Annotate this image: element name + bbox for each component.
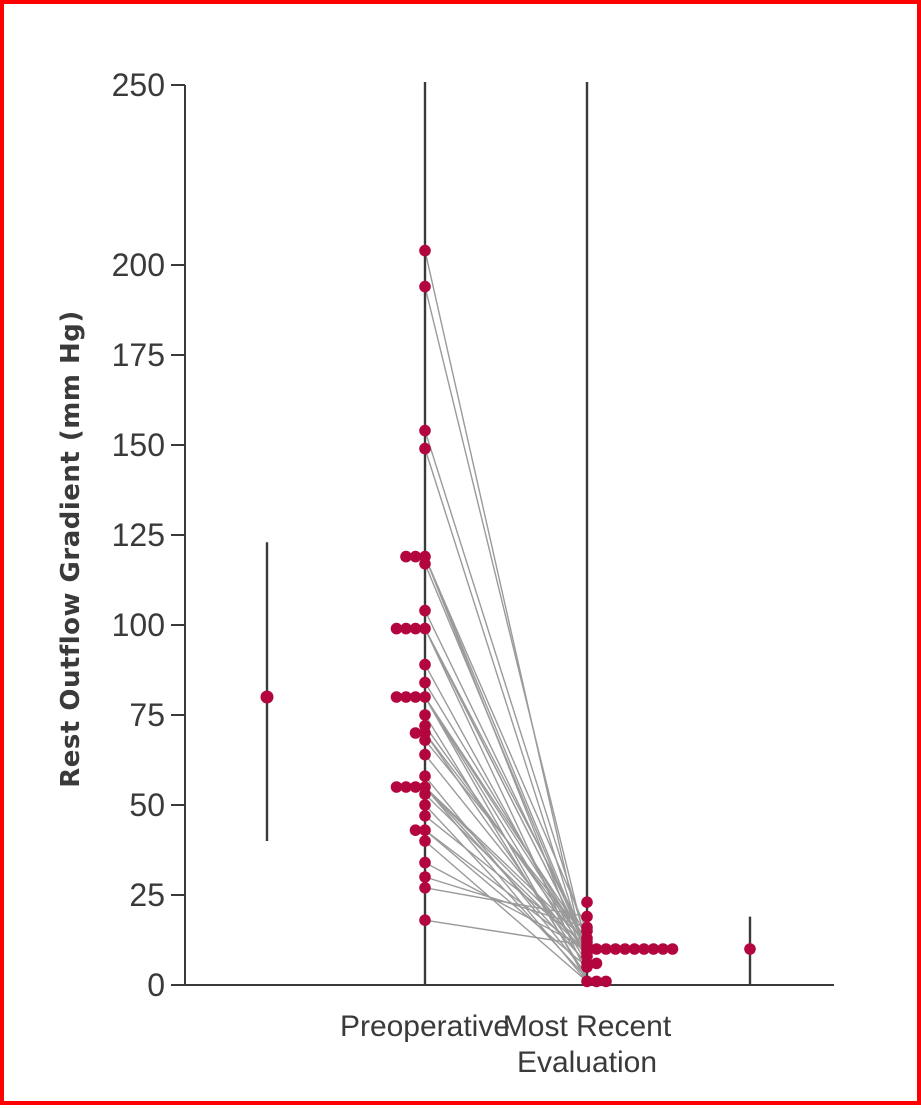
data-points <box>390 244 679 988</box>
data-point <box>600 943 612 955</box>
pair-line <box>424 286 588 950</box>
y-tick-label: 100 <box>112 607 165 643</box>
data-point <box>409 727 422 739</box>
pair-line <box>424 628 588 950</box>
data-point <box>409 781 422 793</box>
pair-line <box>424 739 588 939</box>
data-point <box>419 788 431 800</box>
category-label-post: Evaluation <box>517 1046 657 1079</box>
pair-line <box>424 919 588 947</box>
axes <box>171 82 834 986</box>
data-point <box>581 896 593 908</box>
data-point <box>590 957 603 970</box>
data-point <box>419 691 431 703</box>
pair-line <box>424 829 588 954</box>
data-point <box>419 604 431 617</box>
data-point <box>609 943 622 955</box>
data-point <box>419 658 431 671</box>
category-label-post: Most Recent <box>503 1010 672 1043</box>
y-tick-label: 250 <box>112 67 165 103</box>
pair-line <box>424 610 588 946</box>
data-point <box>390 691 403 703</box>
data-point <box>647 943 660 955</box>
data-point <box>419 709 431 721</box>
pair-line <box>424 556 588 932</box>
data-point <box>581 961 593 973</box>
pair-line <box>424 793 588 954</box>
data-point <box>409 550 422 563</box>
data-point <box>600 975 612 988</box>
pair-line <box>424 556 588 950</box>
y-tick-label: 75 <box>129 697 165 733</box>
y-tick-label: 50 <box>129 787 165 823</box>
pair-line <box>424 786 588 943</box>
data-point <box>419 882 431 894</box>
data-point <box>419 734 431 746</box>
data-point <box>419 558 431 570</box>
y-tick-label: 175 <box>112 337 165 373</box>
data-point <box>419 914 431 926</box>
data-point <box>419 810 431 822</box>
mean-point-post <box>744 943 756 955</box>
data-point <box>419 799 431 811</box>
data-point <box>409 691 422 703</box>
pair-line <box>424 430 588 943</box>
y-tick-label: 0 <box>147 967 165 1003</box>
y-tick-label: 25 <box>129 877 165 913</box>
pair-line <box>424 887 588 918</box>
pair-line <box>424 840 588 982</box>
y-tick-label: 200 <box>112 247 165 283</box>
data-point <box>638 943 650 955</box>
data-point <box>400 550 412 563</box>
data-point <box>400 781 412 793</box>
data-point <box>419 856 431 869</box>
gradient-chart: 0 25 50 75 100 125 150 175 200 250 Rest Outflow Gr… <box>56 67 834 1079</box>
data-point <box>581 910 593 923</box>
data-point <box>400 691 412 703</box>
data-point <box>590 943 603 955</box>
chart-labels: 0 25 50 75 100 125 150 175 200 250 Rest Outflow Gr… <box>56 67 672 1079</box>
data-point <box>409 824 422 836</box>
data-point <box>590 975 603 988</box>
data-point <box>419 442 431 455</box>
data-point <box>390 781 403 793</box>
data-point <box>409 622 422 635</box>
data-point <box>419 748 431 761</box>
data-point <box>419 835 431 847</box>
pair-line <box>424 696 588 950</box>
data-point <box>419 280 431 293</box>
y-tick-label: 150 <box>112 427 165 463</box>
data-point <box>419 824 431 836</box>
data-point <box>628 943 641 955</box>
pair-line <box>424 250 588 968</box>
data-point <box>419 424 431 437</box>
data-point <box>619 943 631 955</box>
data-point <box>581 975 593 988</box>
data-point <box>419 770 431 782</box>
summary-markers <box>260 542 756 985</box>
data-point <box>390 622 403 635</box>
y-axis-label: Rest Outflow Gradient (mm Hg) <box>56 310 86 788</box>
y-tick-label: 125 <box>112 517 165 553</box>
mean-point-pre <box>260 690 274 704</box>
data-point <box>400 622 412 635</box>
pair-line <box>424 861 588 950</box>
data-point <box>419 622 431 635</box>
data-point <box>419 244 431 257</box>
data-point <box>419 871 431 883</box>
pair-line <box>424 829 588 968</box>
pair-line <box>424 628 588 939</box>
pair-line <box>424 815 588 946</box>
category-label-pre: Preoperative <box>340 1010 510 1043</box>
pair-line <box>424 448 588 957</box>
pair-line <box>424 732 588 968</box>
data-point <box>657 943 669 955</box>
pair-lines <box>424 250 588 982</box>
data-point <box>666 943 679 955</box>
pair-line <box>424 786 588 950</box>
data-point <box>419 676 431 689</box>
